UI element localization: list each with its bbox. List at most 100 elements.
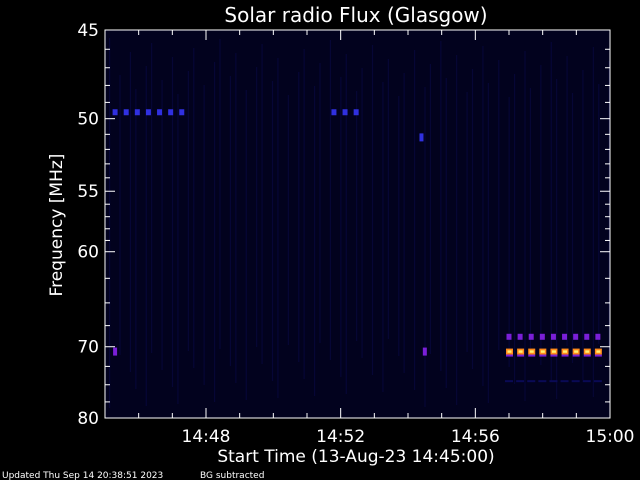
emission-dash — [573, 333, 579, 340]
x-axis-label: Start Time (13-Aug-23 14:45:00) — [217, 447, 494, 467]
noise-stripe — [319, 63, 321, 343]
noise-stripe — [245, 90, 247, 400]
noise-stripe — [361, 68, 363, 358]
emission-dash — [560, 380, 569, 383]
noise-stripe — [482, 46, 484, 386]
noise-stripe — [487, 83, 489, 403]
noise-stripe — [540, 65, 542, 365]
y-axis-label: Frequency [MHz] — [47, 154, 67, 297]
noise-stripe — [356, 91, 358, 341]
noise-stripe — [193, 48, 195, 368]
x-axis-ticks: 14:48 14:52 14:56 15:00 — [104, 30, 635, 447]
noise-stripe — [598, 84, 600, 344]
noise-stripe — [608, 61, 610, 361]
noise-stripe — [429, 64, 432, 354]
background-note: BG subtracted — [200, 471, 264, 480]
emission-core — [596, 350, 601, 353]
emission-dash — [517, 333, 523, 340]
emission-core — [529, 350, 534, 353]
emission-dash — [593, 380, 602, 383]
chart-title: Solar radio Flux (Glasgow) — [224, 3, 487, 27]
emission-dash — [145, 109, 151, 116]
emission-dash — [506, 333, 512, 340]
emission-dash — [528, 333, 534, 340]
noise-stripe — [498, 60, 500, 350]
emission-core — [540, 350, 545, 353]
emission-edge — [594, 354, 602, 357]
noise-stripe — [129, 52, 132, 372]
noise-stripe — [287, 95, 289, 345]
emission-dash — [549, 380, 558, 383]
emission-dash — [584, 333, 590, 340]
x-tick-label: 14:48 — [182, 427, 231, 447]
emission-edge — [550, 354, 558, 357]
noise-stripe — [271, 81, 274, 381]
noise-stripe — [161, 80, 163, 370]
emission-core — [563, 350, 568, 353]
noise-stripe — [303, 49, 305, 379]
emission-dot — [419, 133, 424, 142]
emission-dash — [527, 380, 536, 383]
emission-dash — [550, 333, 556, 340]
noise-stripe — [550, 42, 552, 382]
noise-stripe — [382, 82, 384, 392]
plot-background — [105, 30, 610, 418]
noise-stripe — [151, 43, 153, 353]
y-tick-label: 70 — [77, 338, 99, 358]
noise-stripe — [566, 56, 568, 346]
noise-stripe — [277, 58, 279, 398]
emission-dash — [571, 380, 580, 383]
noise-stripe — [109, 38, 111, 408]
noise-stripe — [261, 44, 263, 364]
emission-dash — [112, 109, 118, 116]
noise-stripe — [229, 76, 232, 366]
noise-stripe — [119, 75, 121, 355]
noise-stripe — [329, 40, 332, 360]
noise-stripe — [456, 55, 458, 405]
emission-edge — [572, 354, 580, 357]
noise-stripe — [171, 57, 174, 387]
noise-stripe — [529, 88, 532, 348]
emission-dash — [582, 380, 591, 383]
emission-edge — [583, 354, 591, 357]
emission-dash — [505, 380, 513, 383]
noise-stripe — [340, 77, 342, 377]
noise-stripe — [371, 45, 374, 375]
noise-stripe — [214, 62, 216, 402]
plot-area — [104, 29, 611, 419]
noise-stripe — [440, 41, 442, 371]
noise-stripe — [387, 59, 389, 339]
noise-stripe — [135, 89, 137, 389]
noise-stripe — [471, 69, 474, 369]
y-tick-label: 50 — [77, 110, 99, 130]
noise-stripe — [314, 86, 316, 396]
y-tick-label: 60 — [77, 243, 99, 263]
emission-dash — [516, 380, 525, 383]
noise-stripe — [582, 70, 584, 380]
noise-stripe — [235, 53, 237, 383]
plot-frame — [104, 29, 611, 419]
emission-core — [518, 350, 523, 353]
emission-dash — [134, 109, 140, 116]
noise-stripe — [398, 96, 400, 356]
emission-dash — [562, 333, 568, 340]
emission-dash — [157, 109, 163, 116]
emission-edge — [517, 354, 525, 357]
emission-dash — [539, 333, 545, 340]
noise-stripe — [424, 87, 426, 407]
emission-dash — [168, 109, 174, 116]
noise-stripe — [203, 85, 205, 385]
emission-edge — [561, 354, 569, 357]
noise-stripe — [345, 54, 347, 394]
emission-dash — [331, 109, 337, 116]
noise-stripe — [508, 97, 510, 367]
y-tick-label: 45 — [77, 21, 99, 41]
updated-timestamp: Updated Thu Sep 14 20:38:51 2023 — [2, 471, 163, 480]
noise-stripe — [556, 79, 558, 399]
emission-dash — [123, 109, 129, 116]
noise-stripe — [298, 72, 300, 362]
noise-stripe — [187, 71, 189, 351]
noise-stripe — [256, 67, 258, 347]
emission-core — [551, 350, 556, 353]
